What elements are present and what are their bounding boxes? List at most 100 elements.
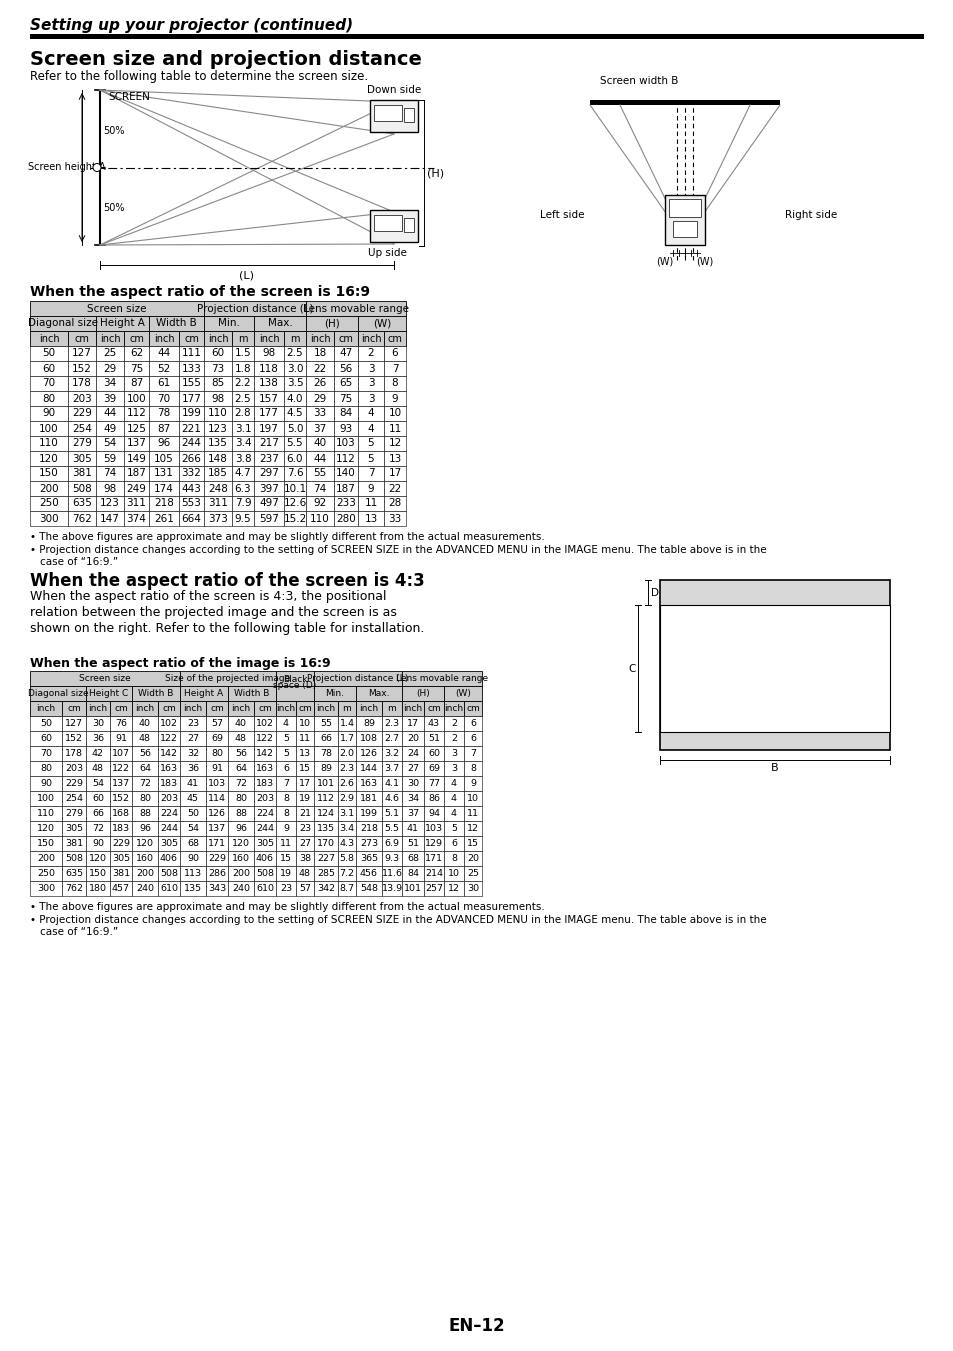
Text: Size of the projected image: Size of the projected image (165, 674, 291, 684)
Bar (306, 436, 334, 451)
Text: 15.2: 15.2 (283, 513, 306, 523)
Bar (334, 390, 357, 407)
Bar (204, 496, 232, 511)
Text: 244: 244 (160, 824, 178, 834)
Bar (334, 481, 357, 496)
Text: 250: 250 (37, 869, 55, 878)
Bar (30, 671, 180, 686)
Text: 20: 20 (467, 854, 478, 863)
Text: 123: 123 (100, 499, 120, 508)
Text: 171: 171 (208, 839, 226, 848)
Text: m: m (290, 334, 299, 343)
Bar (403, 108, 414, 122)
Bar (306, 331, 334, 346)
Text: 94: 94 (428, 809, 439, 817)
Text: 229: 229 (208, 854, 226, 863)
Bar (384, 511, 406, 526)
Text: 237: 237 (259, 454, 278, 463)
Text: 305: 305 (112, 854, 130, 863)
Bar (30, 731, 62, 746)
Text: 110: 110 (39, 439, 59, 449)
Text: 78: 78 (319, 748, 332, 758)
Bar (443, 807, 463, 821)
Bar (96, 376, 124, 390)
Text: 3.4: 3.4 (339, 824, 355, 834)
Text: 88: 88 (234, 809, 247, 817)
Bar (158, 775, 180, 790)
Text: 125: 125 (127, 423, 146, 434)
Bar (232, 466, 253, 481)
Bar (30, 746, 62, 761)
Text: 105: 105 (154, 454, 173, 463)
Text: 110: 110 (37, 809, 55, 817)
Bar (337, 821, 355, 836)
Text: 6: 6 (283, 765, 289, 773)
Bar (423, 790, 443, 807)
Bar (158, 731, 180, 746)
Bar (204, 301, 306, 316)
Bar (463, 716, 481, 731)
Text: 96: 96 (234, 824, 247, 834)
Text: 76: 76 (115, 719, 127, 728)
Text: 110: 110 (310, 513, 330, 523)
Text: 36: 36 (91, 734, 104, 743)
Bar (158, 761, 180, 775)
Bar (337, 761, 355, 775)
Text: 102: 102 (160, 719, 178, 728)
Bar (110, 807, 132, 821)
Bar (86, 731, 110, 746)
Bar (206, 807, 228, 821)
Text: 163: 163 (255, 765, 274, 773)
Bar (30, 496, 68, 511)
Text: • Projection distance changes according to the setting of SCREEN SIZE in the ADV: • Projection distance changes according … (30, 915, 766, 925)
Bar (62, 716, 86, 731)
Text: 122: 122 (112, 765, 130, 773)
Bar (423, 716, 443, 731)
Text: 137: 137 (112, 780, 130, 788)
Bar (355, 746, 381, 761)
Text: 40: 40 (314, 439, 326, 449)
Bar (30, 511, 68, 526)
Bar (423, 836, 443, 851)
Bar (180, 731, 206, 746)
Text: 762: 762 (72, 513, 91, 523)
Bar (124, 376, 149, 390)
Text: 7.6: 7.6 (287, 469, 303, 478)
Bar (337, 836, 355, 851)
Text: 88: 88 (139, 809, 151, 817)
Bar (253, 496, 284, 511)
Bar (96, 466, 124, 481)
Bar (253, 466, 284, 481)
Text: m: m (387, 704, 395, 713)
Text: 664: 664 (181, 513, 201, 523)
Text: 98: 98 (262, 349, 275, 358)
Bar (124, 481, 149, 496)
Bar (30, 390, 68, 407)
Text: inch: inch (183, 704, 202, 713)
Bar (179, 436, 204, 451)
Text: 6: 6 (451, 839, 456, 848)
Text: 5.1: 5.1 (384, 809, 399, 817)
Text: 373: 373 (208, 513, 228, 523)
Bar (355, 775, 381, 790)
Bar (86, 807, 110, 821)
Text: 2: 2 (367, 349, 374, 358)
Text: inch: inch (36, 704, 55, 713)
Bar (295, 836, 314, 851)
Bar (275, 807, 295, 821)
Bar (384, 407, 406, 422)
Bar (314, 716, 337, 731)
Text: 40: 40 (139, 719, 151, 728)
Bar (334, 511, 357, 526)
Text: 203: 203 (255, 794, 274, 802)
Bar (314, 807, 337, 821)
Bar (384, 451, 406, 466)
Text: 254: 254 (72, 423, 91, 434)
Bar (30, 836, 62, 851)
Text: 273: 273 (359, 839, 377, 848)
Bar (30, 361, 68, 376)
Bar (443, 686, 481, 701)
Text: 12: 12 (448, 884, 459, 893)
Bar (110, 701, 132, 716)
Text: 120: 120 (232, 839, 250, 848)
